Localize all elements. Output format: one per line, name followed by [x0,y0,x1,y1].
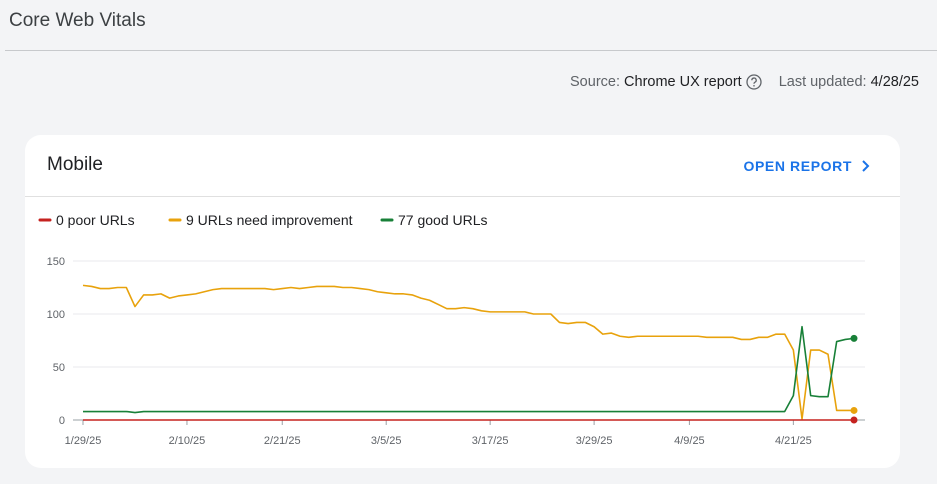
card-title: Mobile [47,154,103,175]
y-tick-label: 100 [47,309,65,321]
y-tick-label: 50 [53,362,65,374]
x-tick-label: 3/5/25 [371,435,402,447]
legend-label: 77 good URLs [398,212,488,228]
x-tick-label: 3/17/25 [472,435,509,447]
legend-label: 9 URLs need improvement [186,212,353,228]
open-report[interactable]: OPEN REPORT [743,158,874,174]
divider [5,50,937,51]
page-title: Core Web Vitals [9,10,146,31]
divider [25,196,900,197]
end-point [850,334,858,342]
y-tick-label: 0 [59,415,65,427]
x-tick-label: 4/9/25 [674,435,705,447]
source: Chrome UX report [624,74,742,90]
card: Mobile OPEN REPORT [25,135,900,468]
y-tick-label: 150 [47,256,65,268]
chevron-icon [862,160,870,172]
legend-label: 0 poor URLs [56,212,135,228]
x-tick-label: 2/21/25 [264,435,301,447]
report-meta: Source: Chrome UX report Last updated: 4… [570,73,919,91]
updated-date: 4/28/25 [870,74,919,90]
updated-label: Last updated: [778,74,867,90]
help-icon[interactable] [745,73,767,91]
end-point [850,416,858,424]
series-line [82,284,854,420]
x-tick-label: 1/29/25 [65,435,102,447]
x-tick-label: 3/29/25 [576,435,613,447]
x-tick-label: 4/21/25 [775,435,812,447]
end-point [850,406,858,414]
x-tick-label: 2/10/25 [169,435,206,447]
series-line [83,325,855,414]
open-report-label[interactable]: OPEN REPORT [743,158,852,174]
source-label: Source: [570,74,620,90]
